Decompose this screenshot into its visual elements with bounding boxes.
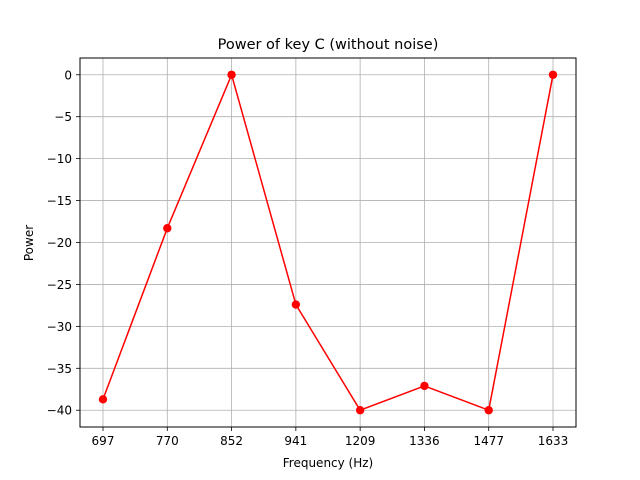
y-axis-label: Power: [22, 225, 36, 261]
data-point: [227, 70, 236, 79]
x-tick-label: 1633: [538, 434, 569, 448]
x-axis: 697 770 852 941 1209 1336 1477 1633: [92, 427, 569, 448]
y-axis: 0 −5 −10 −15 −20 −25 −30 −35 −40: [47, 68, 80, 418]
data-point: [163, 224, 172, 233]
x-tick-label: 1209: [345, 434, 376, 448]
y-tick-label: −35: [47, 362, 72, 376]
y-tick-label: −30: [47, 320, 72, 334]
data-point: [355, 406, 365, 415]
x-tick-label: 697: [92, 434, 115, 448]
chart-title: Power of key C (without noise): [218, 37, 439, 53]
data-point: [484, 406, 493, 415]
series-layer: [98, 70, 558, 415]
y-tick-label: 0: [64, 68, 72, 82]
x-tick-label: 1477: [473, 434, 504, 448]
y-tick-label: −15: [47, 194, 72, 208]
x-tick-label: 852: [220, 434, 243, 448]
grid: [80, 58, 576, 427]
x-tick-label: 1336: [409, 434, 440, 448]
y-tick-label: −25: [47, 278, 72, 292]
series-line: [102, 74, 554, 411]
x-axis-label: Frequency (Hz): [283, 456, 374, 470]
data-point: [291, 300, 301, 309]
y-tick-label: −5: [54, 110, 72, 124]
y-tick-label: −40: [47, 404, 72, 418]
data-point: [420, 381, 429, 391]
y-tick-label: −10: [47, 152, 72, 166]
x-tick-label: 941: [284, 434, 307, 448]
y-tick-label: −20: [47, 236, 72, 250]
x-tick-label: 770: [156, 434, 179, 448]
data-point: [98, 395, 108, 404]
data-point: [548, 70, 558, 79]
